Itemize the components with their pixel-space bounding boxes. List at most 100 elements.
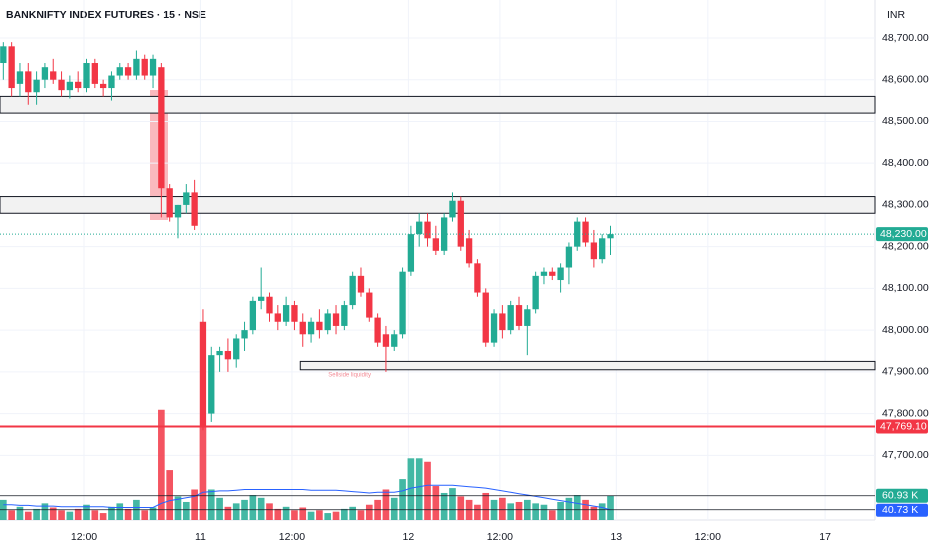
candle-body xyxy=(524,309,531,326)
volume-bar xyxy=(83,504,90,520)
volume-bar xyxy=(266,503,273,520)
volume-bar xyxy=(41,503,49,520)
y-tick-label: 48,700.00 xyxy=(882,32,929,44)
candle-body xyxy=(399,271,406,335)
volume-bar xyxy=(216,497,223,520)
candle-body xyxy=(258,296,265,301)
candle-body xyxy=(457,200,464,247)
volume-bar xyxy=(499,497,506,520)
volume-bar xyxy=(515,501,523,520)
y-tick-label: 48,500.00 xyxy=(882,115,929,127)
candle-body xyxy=(499,313,506,331)
volume-bar xyxy=(149,507,157,520)
x-tick-label: 12:00 xyxy=(71,531,97,543)
volume-bar xyxy=(108,506,115,520)
candle-body xyxy=(33,79,40,93)
candle-body xyxy=(191,192,198,226)
candle-body xyxy=(274,313,281,322)
candle-body xyxy=(149,58,157,76)
level-label: 47,769.10 xyxy=(880,420,927,432)
candle-body xyxy=(216,350,223,356)
volume-bar xyxy=(224,506,232,520)
volume-bar xyxy=(166,470,174,520)
volume-bar xyxy=(158,409,165,520)
candle-body xyxy=(582,221,589,243)
candle-body xyxy=(199,321,207,427)
volume-bar xyxy=(141,510,149,520)
candle-body xyxy=(549,271,556,276)
volume-bar xyxy=(598,503,606,520)
y-tick-label: 47,700.00 xyxy=(882,449,929,461)
volume-bar xyxy=(482,492,490,520)
candle-body xyxy=(282,305,290,322)
chart-title: BANKNIFTY INDEX FUTURES · 15 · NSE xyxy=(6,9,206,21)
zone xyxy=(299,360,876,371)
y-tick-label: 48,200.00 xyxy=(882,240,929,252)
candle-body xyxy=(25,71,32,93)
candle-body xyxy=(141,58,148,76)
volume-bar xyxy=(590,506,598,520)
volume-bar xyxy=(432,486,440,520)
volume-bar xyxy=(91,510,99,520)
candle-body xyxy=(349,275,356,306)
candle-body xyxy=(449,200,456,218)
candle-body xyxy=(166,188,173,218)
y-tick-label: 48,000.00 xyxy=(882,324,929,336)
candle-body xyxy=(0,46,7,64)
x-tick-label: 12 xyxy=(403,531,415,543)
candle-body xyxy=(208,355,215,414)
x-tick-label: 12:00 xyxy=(695,531,721,543)
volume-bar xyxy=(349,506,356,520)
candle-body xyxy=(75,81,82,89)
volume-bar xyxy=(282,506,290,520)
volume-bar xyxy=(474,504,481,520)
candle-body xyxy=(357,275,365,293)
candle-body xyxy=(241,330,248,339)
candle-body xyxy=(291,305,298,322)
volume-bar xyxy=(316,510,323,520)
candle-body xyxy=(124,67,132,76)
candle-body xyxy=(16,71,24,84)
candle-body xyxy=(599,238,606,260)
volume-bar xyxy=(249,495,257,520)
zone-label: Sellside liquidity xyxy=(328,372,371,378)
candle-body xyxy=(83,63,90,89)
candle-body xyxy=(532,275,539,310)
candle-body xyxy=(540,271,548,276)
zone xyxy=(0,196,876,214)
volume-bar xyxy=(99,513,107,520)
volume-bar xyxy=(199,427,207,520)
currency: INR xyxy=(887,9,906,21)
candle-body xyxy=(507,305,514,331)
volume-bar xyxy=(382,489,390,520)
candle-body xyxy=(266,296,273,314)
volume-bar xyxy=(174,496,182,520)
candle-body xyxy=(108,75,115,89)
last-price-tag xyxy=(876,227,928,242)
volume-bar xyxy=(440,492,448,520)
candle-body xyxy=(424,221,431,239)
volume-bar xyxy=(307,511,315,520)
volume-bar xyxy=(449,488,456,520)
candle-body xyxy=(341,305,348,326)
candle-body xyxy=(307,321,315,335)
volume-bar xyxy=(299,507,307,520)
candle-body xyxy=(332,313,340,326)
x-tick-label: 13 xyxy=(610,531,622,543)
volume-bar xyxy=(66,511,74,520)
x-tick-label: 12:00 xyxy=(487,531,513,543)
candle-body xyxy=(557,267,564,281)
candle-body xyxy=(50,71,57,80)
volume-bar xyxy=(257,497,265,520)
candle-body xyxy=(233,338,240,360)
candle-body xyxy=(465,238,473,264)
volume-bar xyxy=(324,513,332,520)
candle-body xyxy=(416,221,423,235)
y-tick-label: 47,900.00 xyxy=(882,366,929,378)
candle-body xyxy=(391,334,398,347)
candle-body xyxy=(590,242,598,260)
candle-body xyxy=(490,313,498,343)
y-tick-label: 48,300.00 xyxy=(882,199,929,211)
